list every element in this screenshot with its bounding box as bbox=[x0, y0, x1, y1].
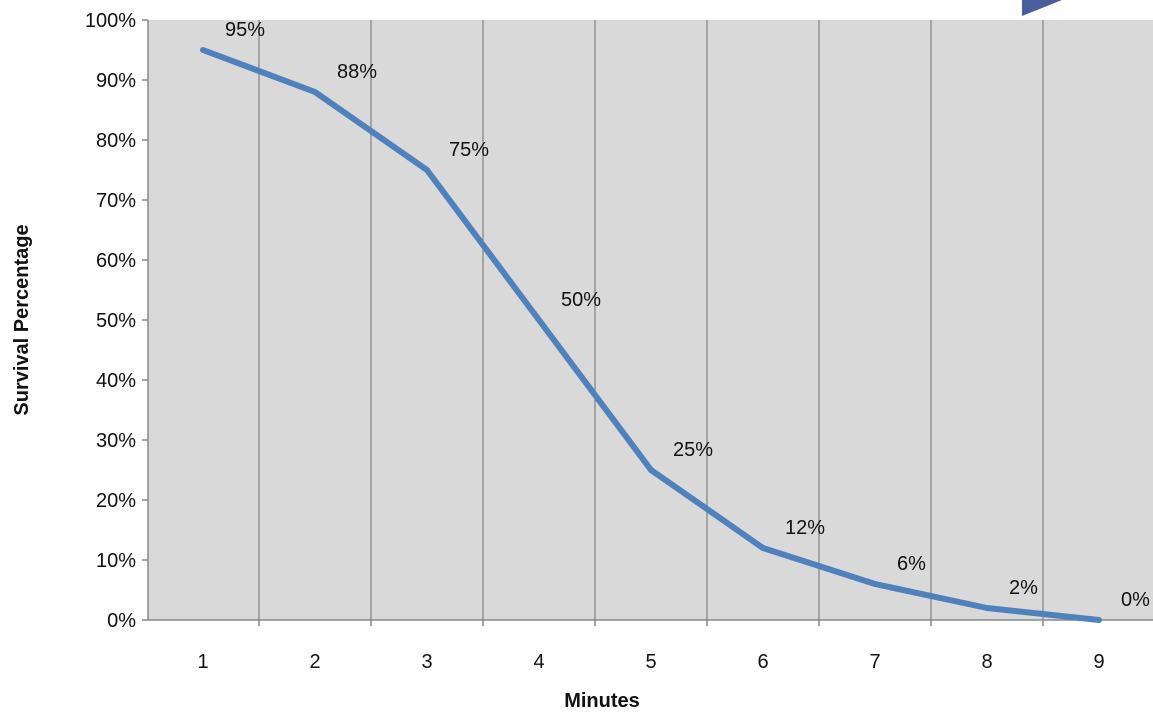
x-axis-title: Minutes bbox=[564, 690, 640, 712]
x-axis: 1 2 3 4 5 6 7 8 9 bbox=[148, 619, 1153, 673]
x-tick-label: 9 bbox=[1093, 651, 1104, 673]
y-tick-label: 100% bbox=[85, 10, 136, 32]
x-tick-label: 8 bbox=[981, 651, 992, 673]
data-label: 75% bbox=[449, 139, 489, 161]
data-label: 50% bbox=[561, 289, 601, 311]
y-tick-label: 50% bbox=[96, 310, 136, 332]
y-tick-label: 0% bbox=[107, 610, 136, 632]
y-tick-label: 70% bbox=[96, 190, 136, 212]
data-label: 2% bbox=[1009, 577, 1038, 599]
y-tick-label: 60% bbox=[96, 250, 136, 272]
x-tick-label: 4 bbox=[533, 651, 544, 673]
data-label: 12% bbox=[785, 517, 825, 539]
y-axis: 0% 10% 20% 30% 40% 50% 60% 70% 80% 90% 100% bbox=[85, 10, 149, 632]
y-tick-label: 90% bbox=[96, 70, 136, 92]
x-tick-label: 1 bbox=[197, 651, 208, 673]
x-tick-label: 6 bbox=[757, 651, 768, 673]
data-labels: 95% 88% 75% 50% 25% 12% 6% 2% 0% bbox=[225, 19, 1150, 611]
series-line bbox=[200, 47, 1102, 623]
x-tick-label: 7 bbox=[869, 651, 880, 673]
y-tick-label: 30% bbox=[96, 430, 136, 452]
data-label: 95% bbox=[225, 19, 265, 41]
data-label: 0% bbox=[1121, 589, 1150, 611]
grid-lines bbox=[258, 20, 1044, 620]
y-tick-label: 40% bbox=[96, 370, 136, 392]
x-tick-label: 3 bbox=[421, 651, 432, 673]
corner-arrow-decoration bbox=[1022, 0, 1062, 16]
data-label: 25% bbox=[673, 439, 713, 461]
y-tick-label: 80% bbox=[96, 130, 136, 152]
y-axis-title: Survival Percentage bbox=[11, 224, 33, 415]
y-tick-label: 20% bbox=[96, 490, 136, 512]
data-label: 6% bbox=[897, 553, 926, 575]
x-tick-label: 5 bbox=[645, 651, 656, 673]
x-tick-label: 2 bbox=[309, 651, 320, 673]
plot-area bbox=[148, 20, 1153, 620]
y-tick-label: 10% bbox=[96, 550, 136, 572]
data-label: 88% bbox=[337, 61, 377, 83]
